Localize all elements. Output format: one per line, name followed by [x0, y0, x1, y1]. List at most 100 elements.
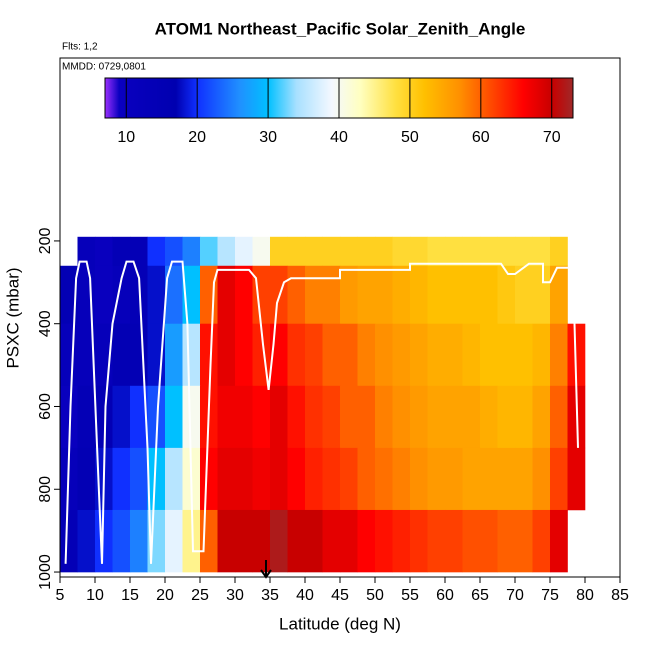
- heatmap-cell: [357, 447, 376, 511]
- heatmap-cell: [392, 236, 411, 267]
- heatmap-cell: [112, 265, 131, 325]
- colorbar-tick-label: 70: [543, 129, 561, 146]
- heatmap-cell: [375, 509, 393, 573]
- heatmap-cell: [357, 265, 376, 325]
- heatmap-cell: [340, 265, 358, 325]
- heatmap-cell: [270, 236, 288, 267]
- heatmap-cell: [200, 265, 218, 325]
- heatmap-cell: [410, 323, 428, 387]
- colorbar-tick-label: 20: [188, 129, 206, 146]
- heatmap-cell: [392, 265, 411, 325]
- heatmap-cell: [147, 447, 166, 511]
- heatmap-cell: [200, 323, 218, 387]
- heatmap-cell: [392, 323, 411, 387]
- heatmap-cell: [445, 236, 463, 267]
- heatmap-cell: [95, 385, 113, 449]
- heatmap-cell: [95, 265, 113, 325]
- heatmap-cell: [515, 509, 533, 573]
- chart-title: ATOM1 Northeast_Pacific Solar_Zenith_Ang…: [155, 19, 526, 38]
- heatmap-cell: [287, 509, 306, 573]
- heatmap-cell: [550, 447, 568, 511]
- heatmap-cell: [532, 447, 551, 511]
- heatmap-cell: [357, 509, 376, 573]
- x-tick-label: 75: [541, 587, 559, 604]
- x-tick-label: 80: [576, 587, 594, 604]
- heatmap-cell: [77, 447, 96, 511]
- heatmap-cell: [410, 385, 428, 449]
- heatmap-cell: [147, 236, 166, 267]
- heatmap-cell: [375, 385, 393, 449]
- heatmap-cell: [497, 509, 516, 573]
- flight-track: [64, 260, 579, 564]
- heatmap-cell: [287, 265, 306, 325]
- heatmap-cell: [515, 323, 533, 387]
- heatmap-cell: [445, 447, 463, 511]
- heatmap-cell: [182, 385, 201, 449]
- heatmap-cell: [200, 236, 218, 267]
- heatmap-cell: [445, 385, 463, 449]
- colorbar-tick-label: 50: [401, 129, 419, 146]
- heatmap-cell: [532, 265, 551, 325]
- y-tick-label: 200: [37, 227, 54, 254]
- heatmap-cell: [532, 509, 551, 573]
- heatmap-cell: [497, 385, 516, 449]
- heatmap-cell: [252, 265, 271, 325]
- heatmap-cell: [235, 265, 253, 325]
- heatmap-cell: [357, 236, 376, 267]
- heatmap-cell: [77, 236, 96, 267]
- heatmap-cell: [427, 385, 446, 449]
- heatmap-cell: [550, 265, 568, 325]
- heatmap-cell: [550, 323, 568, 387]
- heatmap-cell: [497, 265, 516, 325]
- heatmap-cell: [287, 447, 306, 511]
- x-tick-label: 70: [506, 587, 524, 604]
- heatmap-cell: [340, 323, 358, 387]
- y-axis-label: PSXC (mbar): [3, 267, 22, 368]
- heatmap-cell: [130, 323, 148, 387]
- heatmap-cell: [340, 509, 358, 573]
- heatmap-cell: [305, 323, 323, 387]
- heatmap-cell: [462, 385, 481, 449]
- heatmap-cell: [550, 509, 568, 573]
- heatmap-cell: [182, 236, 201, 267]
- heatmap-cell: [165, 385, 183, 449]
- heatmap-cell: [182, 323, 201, 387]
- heatmap-cell: [515, 447, 533, 511]
- heatmap-cell: [445, 323, 463, 387]
- x-tick-label: 45: [331, 587, 349, 604]
- heatmap-cell: [427, 509, 446, 573]
- heatmap-cell: [462, 323, 481, 387]
- heatmap-cell: [515, 265, 533, 325]
- heatmap-cell: [567, 447, 586, 511]
- heatmap-cell: [235, 385, 253, 449]
- heatmap-cell: [217, 447, 236, 511]
- heatmap-cell: [217, 265, 236, 325]
- heatmap-cell: [112, 385, 131, 449]
- heatmap-cell: [270, 385, 288, 449]
- heatmap-cell: [130, 447, 148, 511]
- heatmap-cell: [77, 323, 96, 387]
- x-tick-label: 55: [401, 587, 419, 604]
- heatmap-cell: [112, 323, 131, 387]
- heatmap-cell: [305, 447, 323, 511]
- heatmap-cell: [375, 447, 393, 511]
- x-axis-label: Latitude (deg N): [279, 614, 401, 633]
- heatmap-cell: [480, 265, 498, 325]
- heatmap-cell: [322, 265, 341, 325]
- heatmap-cell: [410, 509, 428, 573]
- heatmap-cell: [112, 236, 131, 267]
- heatmap-cell: [532, 323, 551, 387]
- colorbar-tick-label: 10: [117, 129, 135, 146]
- heatmap-cell: [252, 385, 271, 449]
- heatmap-cell: [60, 323, 78, 387]
- heatmap-cell: [235, 323, 253, 387]
- heatmap-cell: [147, 265, 166, 325]
- heatmap-cell: [60, 265, 78, 325]
- heatmap-cell: [427, 265, 446, 325]
- colorbar-tick-label: 40: [330, 129, 348, 146]
- heatmap-cell: [392, 447, 411, 511]
- heatmap-cell: [165, 447, 183, 511]
- heatmap-cell: [497, 236, 516, 267]
- heatmap-cell: [480, 509, 498, 573]
- heatmap-cell: [357, 323, 376, 387]
